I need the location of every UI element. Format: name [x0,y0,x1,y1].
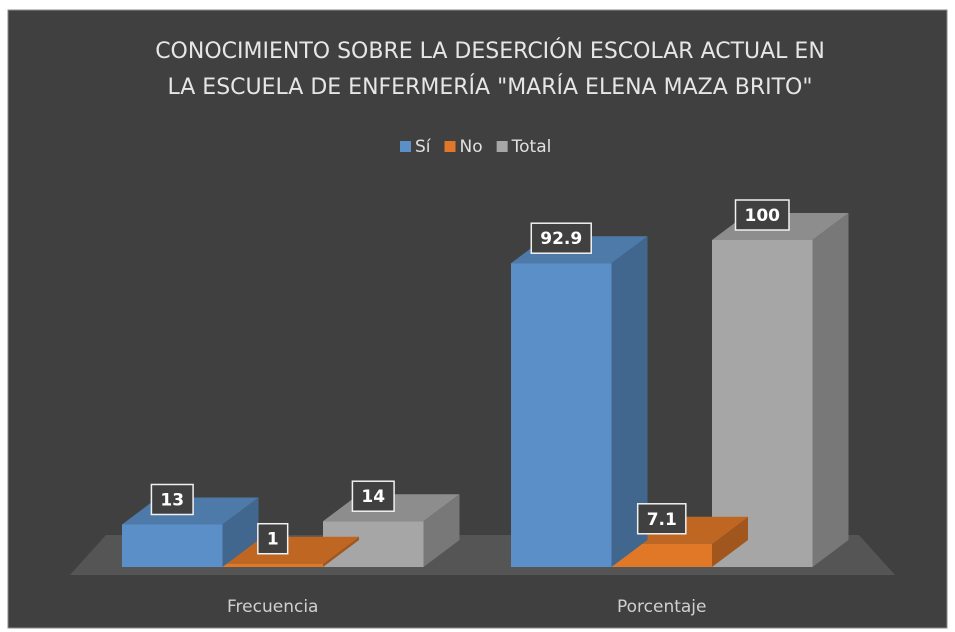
chart-title: CONOCIMIENTO SOBRE LA DESERCIÓN ESCOLAR … [155,38,825,64]
data-label-box [530,222,592,254]
x-tick-label: Frecuencia [227,597,318,617]
data-label: 13 [160,490,184,510]
bar [611,543,712,567]
data-label: 100 [745,206,781,226]
data-label-box [734,199,790,231]
bar [122,524,223,567]
bar-side [812,213,849,567]
chart-title: LA ESCUELA DE ENFERMERÍA "MARÍA ELENA MA… [168,74,813,100]
data-label-box [351,480,395,512]
bar-side [222,497,259,567]
bar-side [712,516,748,567]
data-label-box [150,483,194,516]
legend-label: No [460,137,483,157]
data-label: 92.9 [540,229,582,249]
legend-label: Total [511,137,552,157]
data-label: 1 [267,530,279,550]
bar-top [222,536,359,564]
bar [222,563,323,567]
bar-side [323,536,359,567]
legend-swatch [496,141,508,152]
legend-label: Sí [415,137,432,157]
data-label-box [257,522,289,555]
legend-swatch [444,141,456,152]
x-tick-label: Porcentaje [617,597,707,617]
data-label: 7.1 [647,510,677,530]
bar [712,240,813,567]
legend-swatch [400,141,411,152]
bar [511,263,612,567]
bar-side [611,236,648,568]
bar-side [423,494,460,567]
data-label: 14 [361,487,385,507]
data-label-box [636,503,687,535]
